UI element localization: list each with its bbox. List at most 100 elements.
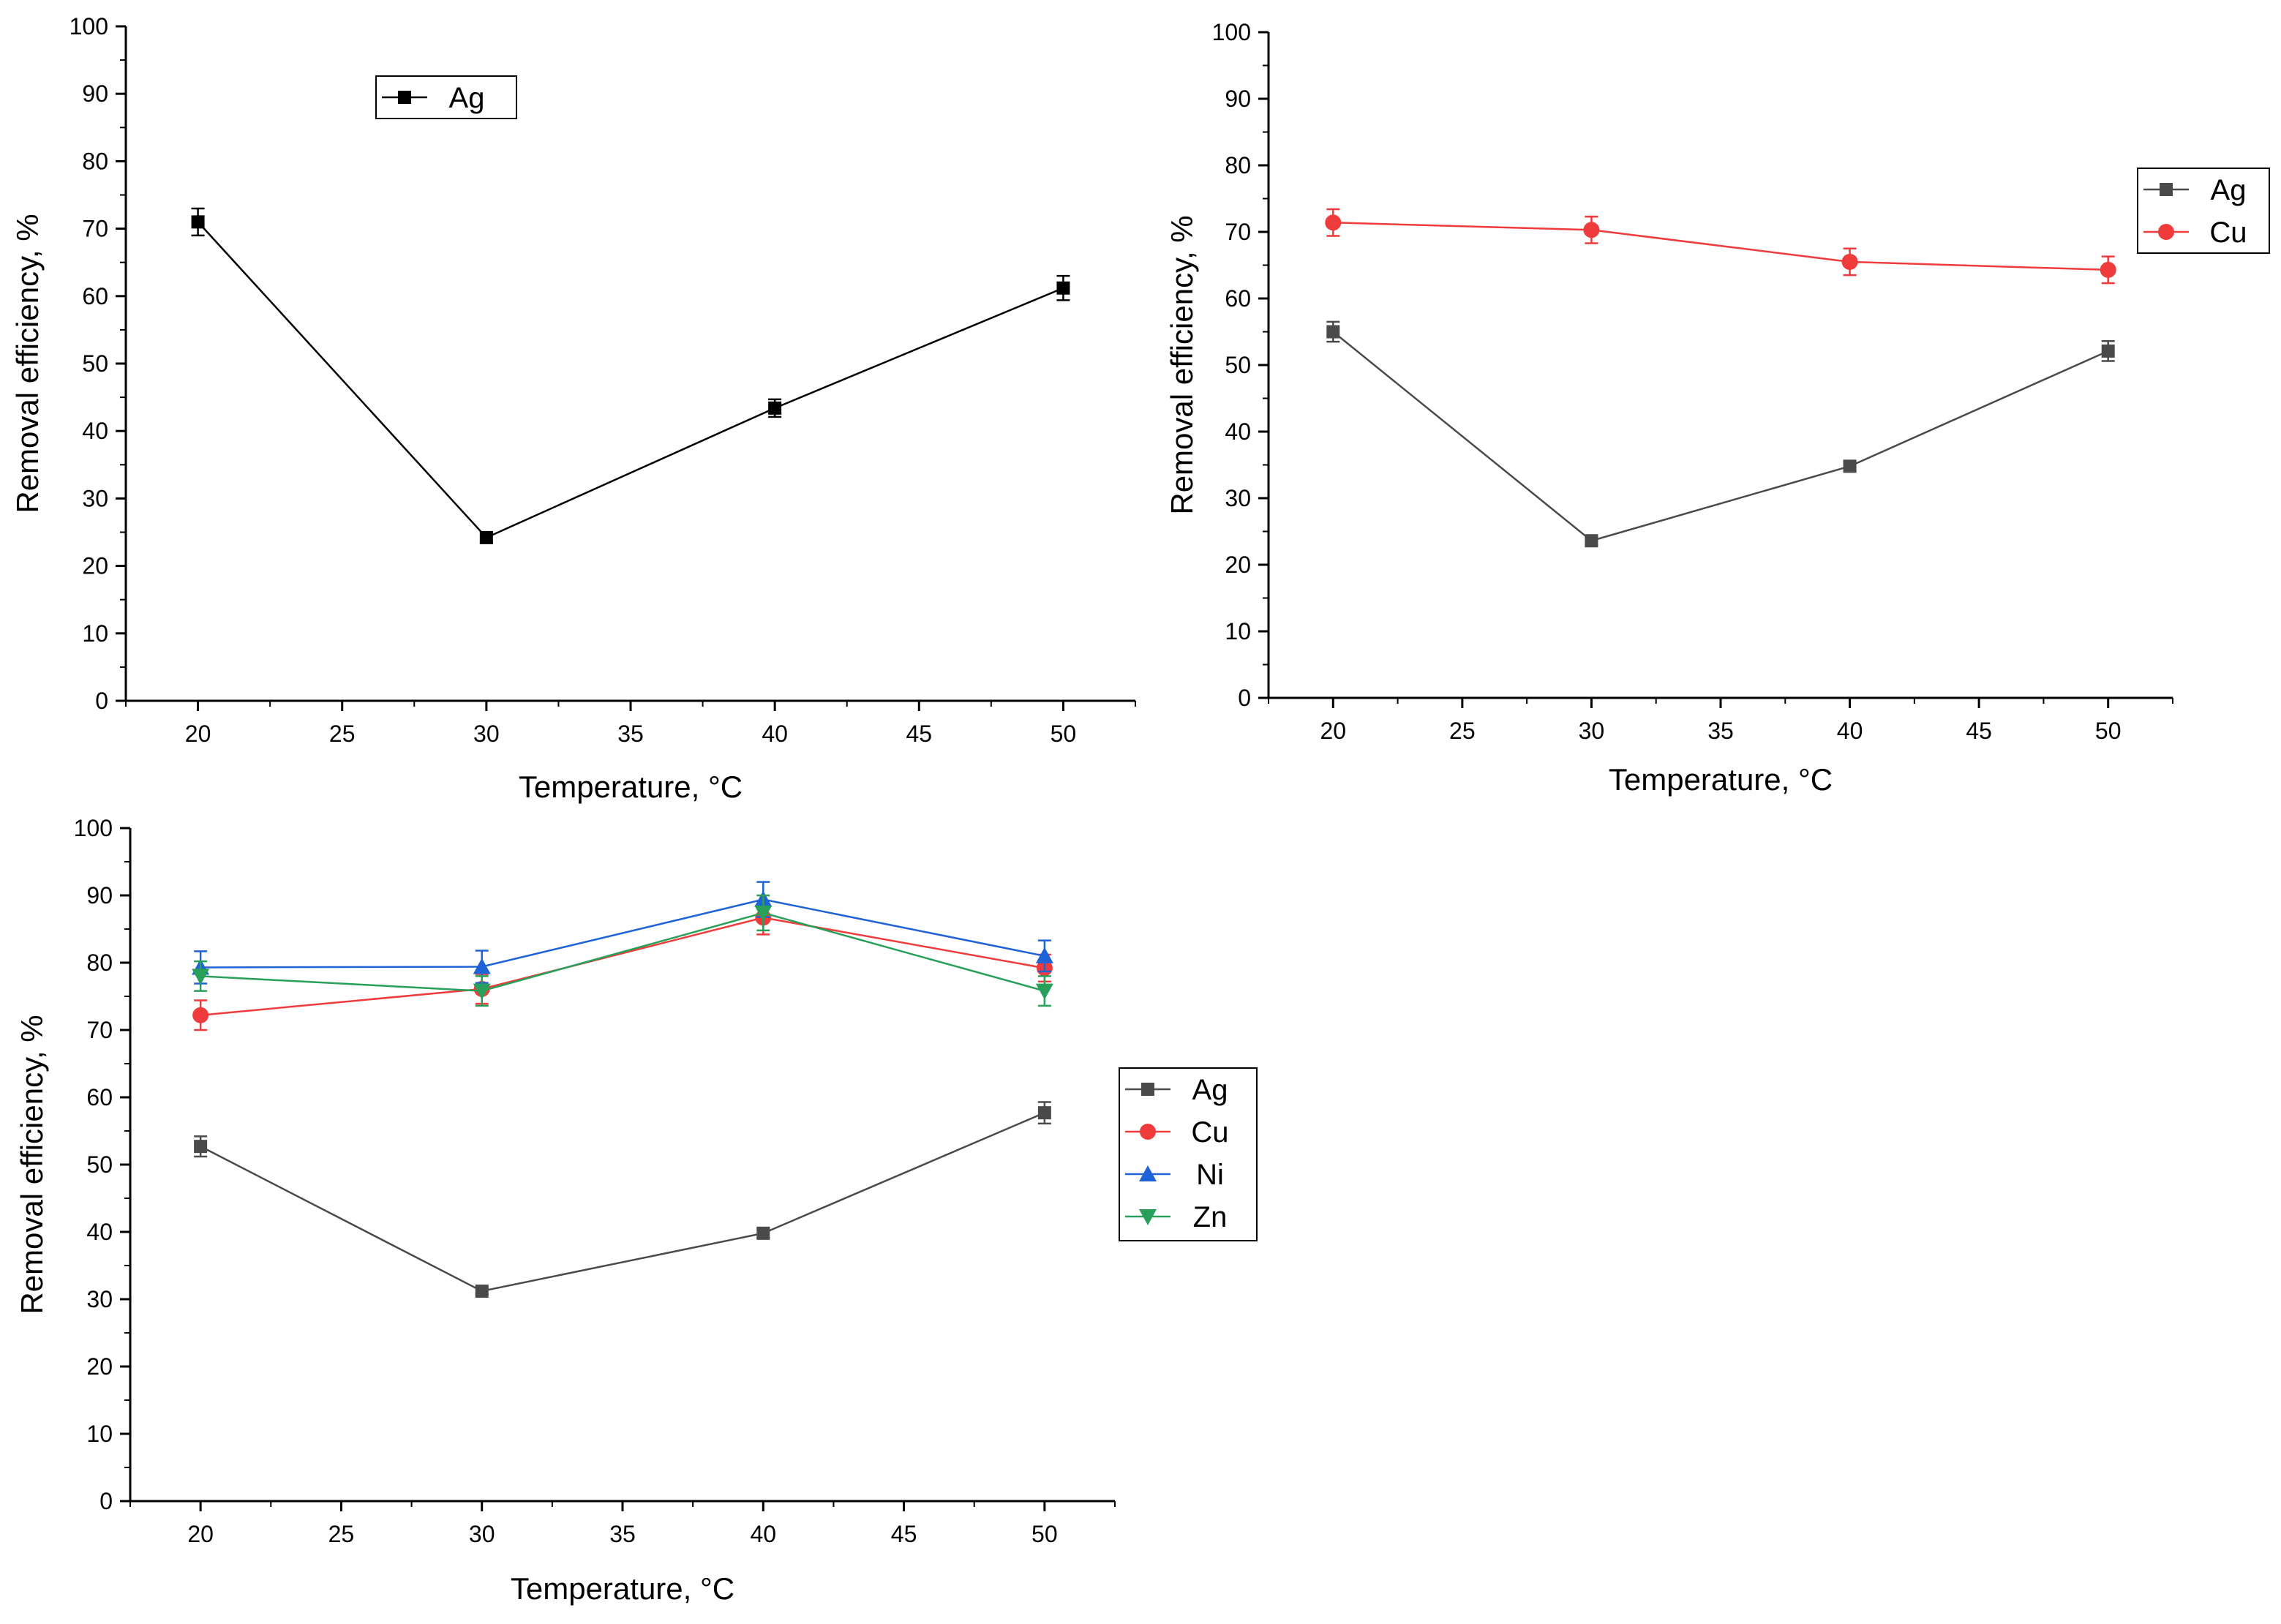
y-tick-label: 50 [86,1151,113,1178]
data-point-ag [768,401,782,415]
y-tick-label: 30 [82,485,108,511]
legend-box [1119,1067,1258,1241]
legend-item-ag: Ag [382,82,484,114]
x-tick-label: 20 [185,721,211,747]
legend-label: Ag [2211,174,2247,206]
legend: Ag Cu Ni Zn [1119,1067,1258,1241]
y-axis-title: Removal efficiency, % [15,1015,49,1314]
data-point-zn [473,983,491,1000]
data-point-ag [479,530,493,544]
data-point-ag [2101,344,2115,358]
x-tick-label: 50 [2095,718,2122,744]
data-point-ni [1035,947,1053,963]
y-tick-label: 70 [1225,219,1251,245]
y-tick-label: 90 [82,80,108,107]
x-tick-label: 20 [1320,718,1346,744]
x-tick-label: 35 [609,1521,636,1547]
x-tick-label: 50 [1031,1521,1058,1547]
y-tick-label: 30 [1225,485,1251,511]
legend-marker [2160,183,2173,196]
x-axis-title: Temperature, °C [511,1571,734,1606]
x-tick-label: 50 [1051,721,1077,747]
chart-panel-ag: 0 10 20 30 40 50 60 70 80 90 100 20 25 30 35 40 45 50 Temp… [10,13,1136,804]
data-point-zn [1035,983,1053,1000]
x-tick-label: 20 [187,1521,214,1547]
data-point-cu [2100,261,2116,278]
series-line-ag [200,1112,1045,1293]
x-tick-label: 40 [1837,718,1863,744]
legend-label: Ni [1196,1159,1224,1191]
legend-marker [1139,1209,1157,1225]
x-tick-label: 30 [1579,718,1605,744]
series-line-ni [200,898,1045,969]
x-tick-label: 40 [762,721,788,747]
y-tick-label: 40 [86,1219,113,1245]
legend-item-zn: Zn [1125,1201,1227,1233]
x-tick-label: 25 [328,1521,355,1547]
legend: Ag [375,75,517,119]
data-point-ag [1326,325,1340,339]
x-tick-label: 25 [1449,718,1476,744]
y-tick-label: 50 [82,350,108,377]
x-axis-title: Temperature, °C [1609,762,1833,797]
series-line-ag [1332,331,2109,542]
series-ag [1326,320,2115,548]
legend-item-cu: Cu [1125,1116,1229,1149]
y-tick-label: 100 [1212,19,1251,45]
data-point-ni [473,958,491,974]
y-tick-label: 80 [1225,152,1251,178]
data-point-zn [192,969,210,985]
y-axis-title: Removal efficiency, % [1165,215,1199,514]
data-point-ag [191,215,205,229]
data-point-cu [1583,222,1600,238]
y-tick-label: 40 [1225,418,1251,445]
legend-label: Cu [2209,217,2247,249]
data-point-zn [754,905,773,922]
y-tick-label: 100 [74,815,113,841]
data-point-ag [1843,459,1857,473]
legend-item-cu: Cu [2143,217,2247,249]
legend-marker [398,91,411,104]
x-tick-label: 40 [750,1521,776,1547]
chart-panel-ag-cu-ni-zn: 0 10 20 30 40 50 60 70 80 90 100 20 25 30 35 40 45 50 Temp… [15,815,1258,1606]
y-tick-label: 60 [82,283,108,309]
y-tick-label: 90 [1225,86,1251,112]
y-tick-label: 100 [69,13,108,40]
series-line-cu [1333,222,2108,271]
x-tick-label: 45 [1966,718,1992,744]
y-tick-label: 60 [86,1084,113,1110]
y-tick-label: 0 [1238,685,1251,711]
legend-box [2137,168,2270,254]
legend-marker [1139,1165,1157,1181]
y-tick-label: 70 [82,216,108,242]
series-ni [192,881,1053,985]
data-point-ag [475,1284,489,1298]
data-point-cu [192,1007,209,1023]
x-axis-title: Temperature, °C [519,770,743,804]
y-tick-label: 20 [1225,552,1251,578]
x-tick-label: 35 [1707,718,1734,744]
y-tick-label: 40 [82,418,108,444]
x-tick-label: 25 [329,721,356,747]
series-ag [191,207,1070,544]
y-tick-label: 10 [1225,618,1251,644]
data-point-ag [1585,534,1598,548]
y-axis-title: Removal efficiency, % [10,214,45,513]
x-tick-label: 30 [473,721,500,747]
data-point-ag [756,1226,770,1240]
y-tick-label: 30 [86,1286,113,1312]
data-point-ag [1037,1106,1051,1120]
chart-panel-ag-cu: 0 10 20 30 40 50 60 70 80 90 100 20 25 30 35 40 45 50 Temp… [1165,19,2270,797]
y-tick-label: 80 [82,148,108,174]
series-line-ag [197,221,1064,539]
x-tick-label: 45 [906,721,932,747]
series-cu [192,900,1053,1031]
y-tick-label: 20 [86,1353,113,1380]
legend: Ag Cu [2137,168,2270,254]
x-tick-label: 35 [617,721,644,747]
x-tick-label: 45 [891,1521,917,1547]
series-zn [192,894,1053,1007]
legend-label: Ag [449,82,485,114]
series-line-cu [200,917,1045,1017]
